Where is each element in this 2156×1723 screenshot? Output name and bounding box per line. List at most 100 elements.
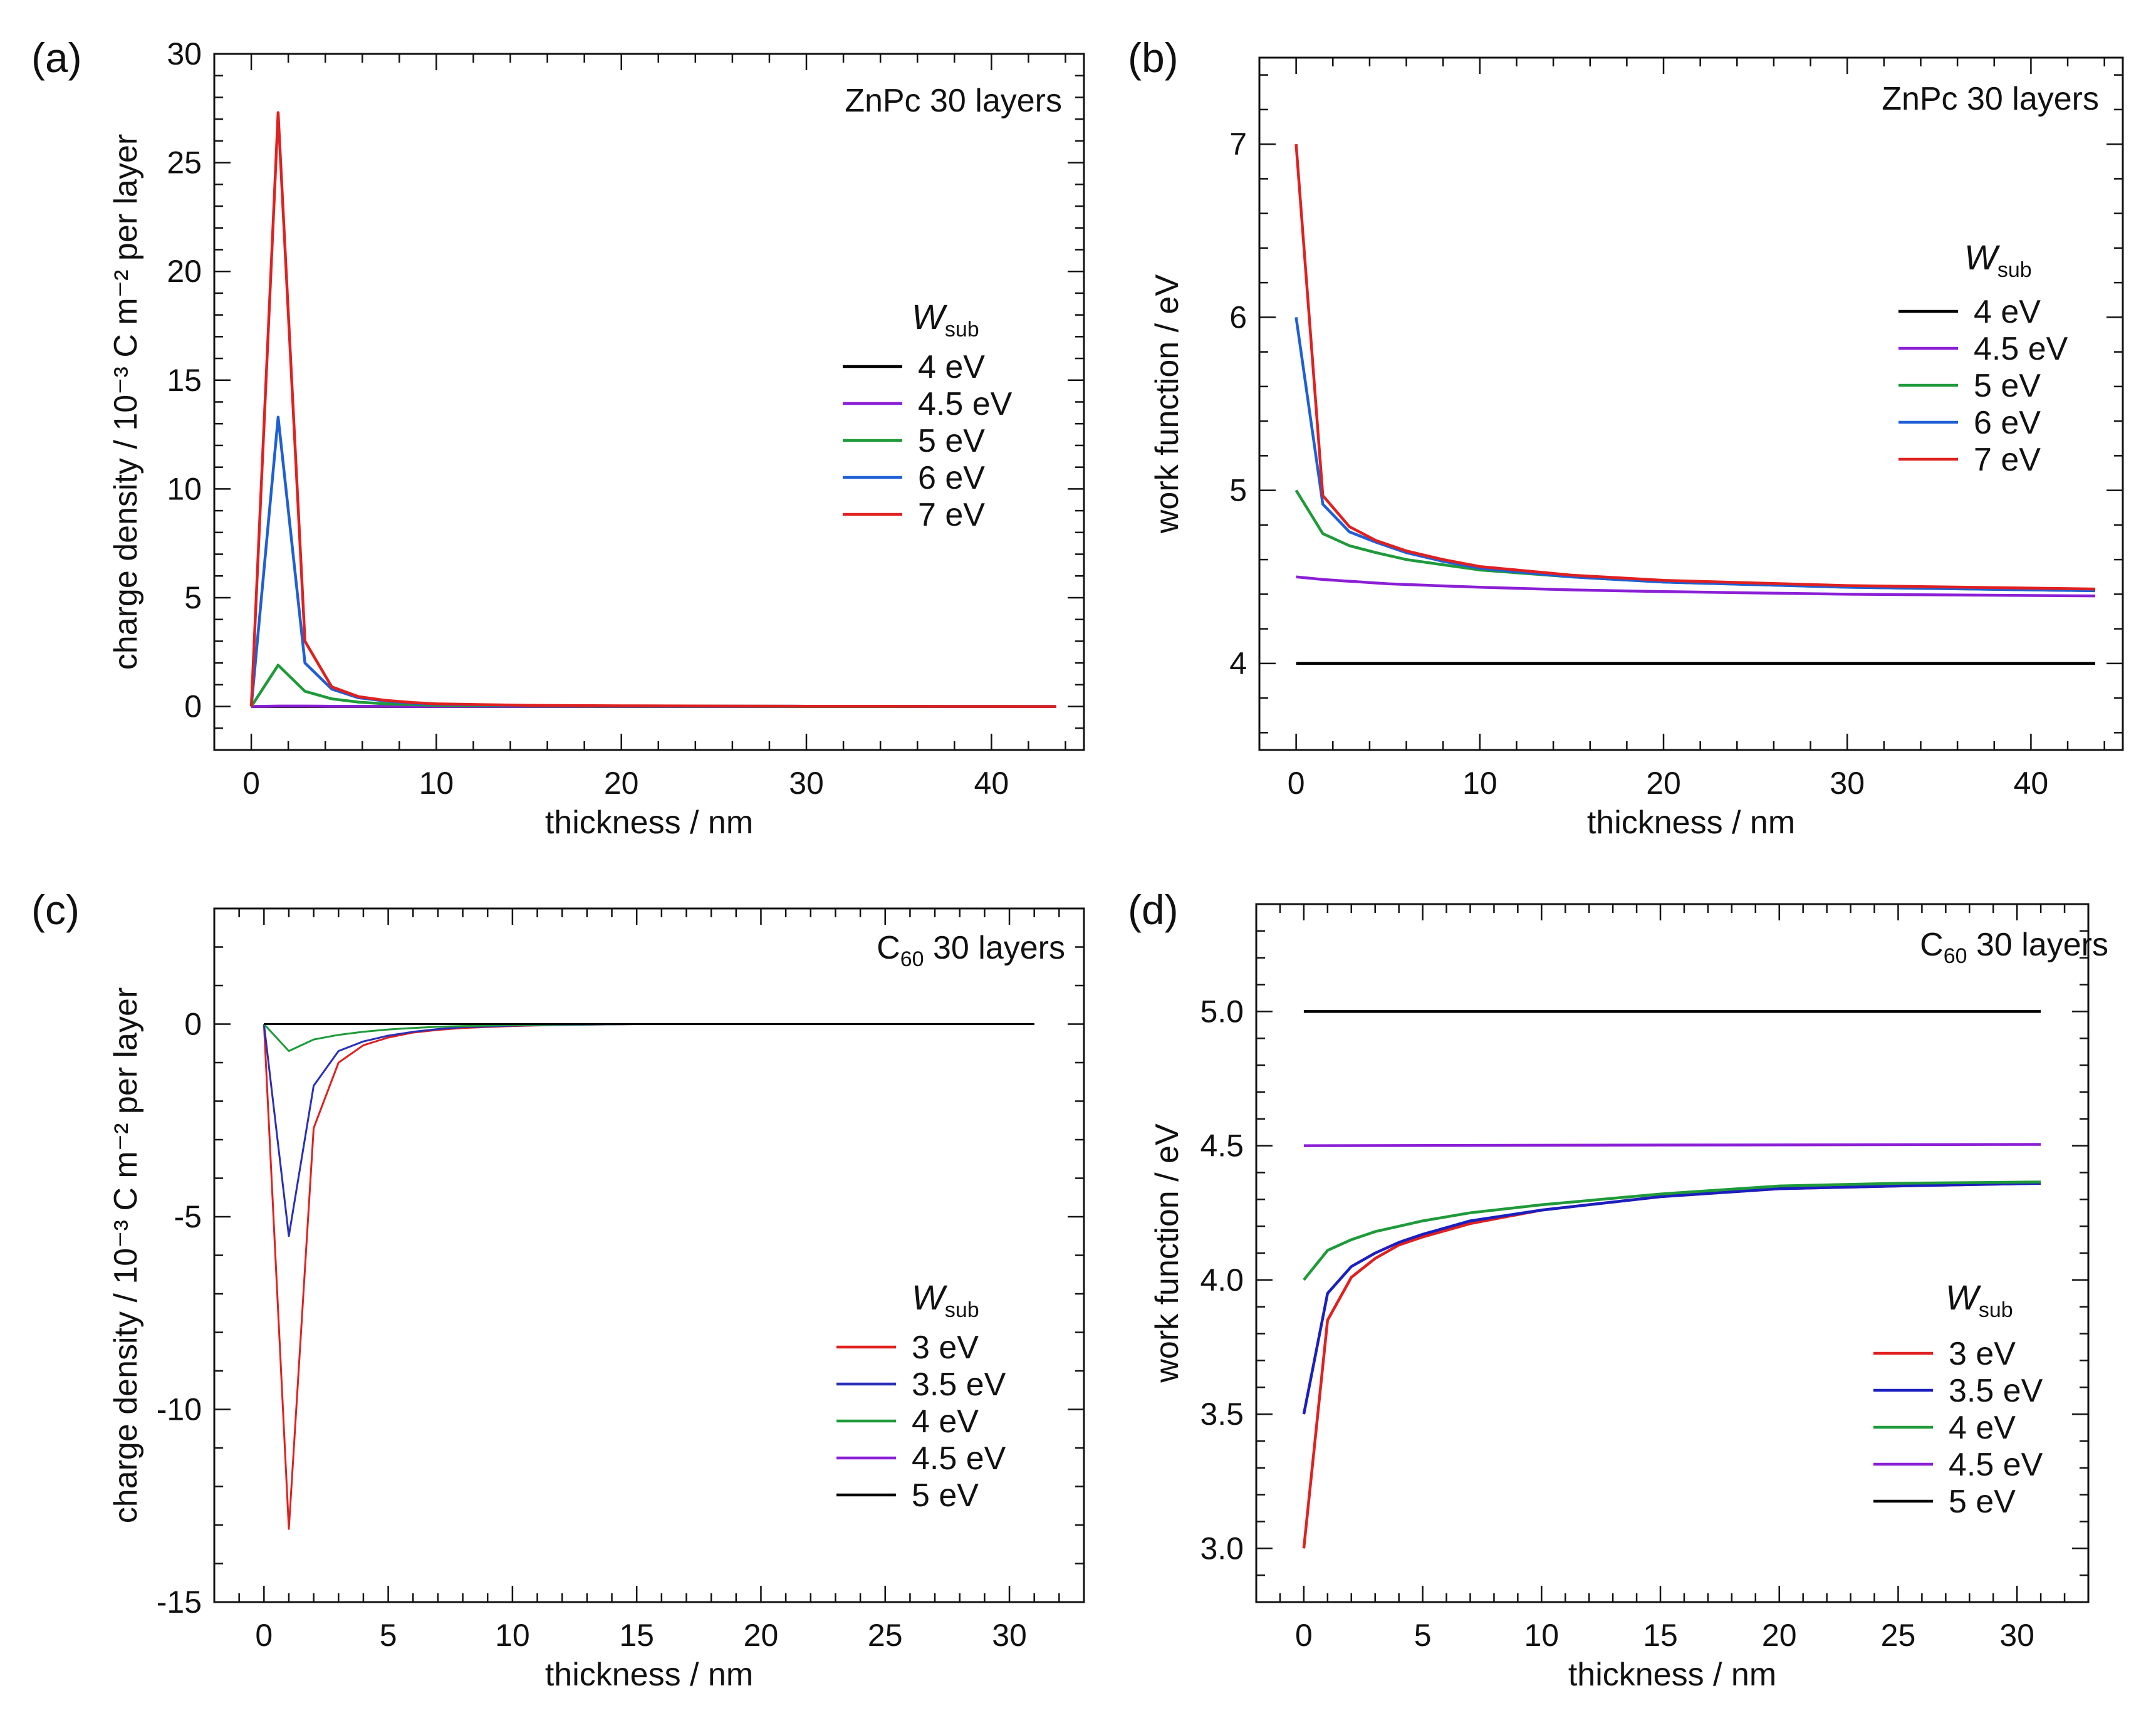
legend-entry: 4.5 eV	[1949, 1447, 2043, 1483]
legend-title: Wsub	[912, 1278, 979, 1322]
panel-a: 0 10 20 30 40 0 5 10 15 20 25 30 thickness / nm charg…	[31, 34, 1085, 841]
legend-title: Wsub	[912, 297, 979, 341]
x-tick-label: 30	[1830, 766, 1865, 801]
x-tick-label: 40	[974, 766, 1009, 801]
panel-b: 0 10 20 30 40 4 5 6 7 thickness / nm work function…	[1128, 34, 2124, 841]
y-tick-label: 5	[184, 580, 202, 615]
panel-label: (c)	[31, 887, 80, 933]
panel-label: (a)	[31, 34, 82, 81]
x-tick-label: 20	[744, 1618, 779, 1653]
x-tick-label: 30	[789, 766, 824, 801]
y-tick-label: 25	[167, 145, 202, 180]
series-line-6-eV	[1294, 317, 2096, 593]
y-tick-label: -15	[157, 1585, 202, 1620]
x-tick-label: 20	[1646, 766, 1681, 801]
x-tick-label: 10	[1462, 766, 1497, 801]
x-tick-label: 10	[419, 766, 454, 801]
y-axis-label: charge density / 10⁻³ C m⁻² per layer	[108, 987, 144, 1523]
legend-title-main: W	[912, 297, 948, 336]
legend-title-subscript: sub	[1979, 1298, 2013, 1322]
y-tick-label: 3.0	[1200, 1531, 1244, 1566]
y-tick-label: 4	[1229, 646, 1247, 681]
y-tick-label: 7	[1229, 127, 1247, 162]
legend-entry: 4 eV	[912, 1403, 979, 1440]
series-line-3_5-eV	[1302, 1182, 2041, 1415]
panel-annotation: C60 30 layers	[877, 930, 1065, 971]
x-tick-label: 0	[255, 1618, 273, 1653]
legend-entry: 6 eV	[918, 460, 985, 496]
y-tick-label: 4.5	[1200, 1128, 1244, 1163]
legend-entry: 4 eV	[1949, 1410, 2016, 1446]
y-tick-label: 0	[184, 689, 202, 724]
legend-title-main: W	[912, 1278, 948, 1317]
panel-c: 0 5 10 15 20 25 30 0 -5 -10 -15 thickness / nm charg…	[31, 887, 1085, 1693]
legend-entry: 4.5 eV	[912, 1440, 1006, 1477]
legend-title-main: W	[1964, 237, 2001, 277]
annotation-subscript: 60	[900, 947, 924, 971]
x-tick-label: 20	[1762, 1618, 1797, 1653]
x-tick-label: 0	[1295, 1618, 1313, 1653]
legend-title-subscript: sub	[1997, 258, 2032, 282]
panel-annotation: ZnPc 30 layers	[845, 83, 1062, 119]
x-tick-label: 5	[1414, 1618, 1432, 1653]
legend-entry: 7 eV	[918, 497, 985, 533]
x-tick-label: 0	[1288, 766, 1305, 801]
y-tick-label: 5	[1229, 473, 1247, 508]
legend-title: Wsub	[1964, 237, 2032, 282]
legend-entry: 3.5 eV	[912, 1366, 1006, 1403]
panel-annotation: C60 30 layers	[1920, 927, 2108, 968]
y-tick-label: 10	[167, 471, 202, 506]
x-tick-label: 10	[1524, 1618, 1560, 1653]
series-line-7-eV	[249, 111, 1056, 708]
legend-entry: 3 eV	[1949, 1336, 2016, 1372]
annotation-main: C	[1920, 927, 1944, 963]
legend-entry: 4.5 eV	[918, 386, 1013, 422]
legend-entry: 6 eV	[1974, 405, 2041, 441]
annotation-subscript: 60	[1944, 944, 1967, 968]
legend-entry: 3.5 eV	[1949, 1373, 2043, 1409]
legend-entry: 3 eV	[912, 1330, 979, 1366]
legend-entry: 5 eV	[1974, 368, 2041, 404]
legend-entry: 5 eV	[918, 423, 985, 459]
x-tick-label: 25	[868, 1618, 903, 1653]
y-tick-label: 6	[1229, 299, 1247, 335]
y-axis-label: charge density / 10⁻³ C m⁻² per layer	[108, 134, 144, 670]
y-tick-label: 4.0	[1200, 1262, 1244, 1298]
x-tick-label: 20	[604, 766, 639, 801]
panel-label: (d)	[1128, 887, 1179, 933]
x-tick-label: 30	[1999, 1618, 2034, 1653]
series-line-4_5-eV	[1296, 575, 2096, 598]
series-line-7-eV	[1294, 143, 2096, 591]
x-tick-label: 30	[992, 1618, 1027, 1653]
series-line-4_5-eV	[1303, 1143, 2041, 1147]
y-tick-label: 15	[167, 363, 202, 398]
legend-entry: 7 eV	[1974, 442, 2041, 478]
y-tick-label: 20	[167, 254, 202, 289]
panel-annotation: ZnPc 30 layers	[1882, 81, 2099, 117]
y-tick-label: -10	[157, 1392, 202, 1427]
x-tick-label: 10	[495, 1618, 530, 1653]
legend-entry: 4.5 eV	[1974, 331, 2068, 367]
annotation-rest: 30 layers	[1967, 927, 2108, 963]
x-tick-label: 15	[619, 1618, 654, 1653]
panel-label: (b)	[1128, 34, 1179, 81]
annotation-main: C	[877, 930, 900, 966]
series-line-4-eV	[1303, 1180, 2041, 1281]
panel-d: 0 5 10 15 20 25 30 3.0 3.5 4.0 4.5 5.0 thickness / n…	[1128, 887, 2108, 1693]
legend-entry: 5 eV	[912, 1477, 979, 1514]
x-tick-label: 40	[2014, 766, 2049, 801]
x-axis-label: thickness / nm	[1568, 1657, 1776, 1693]
y-tick-label: 5.0	[1200, 994, 1244, 1029]
x-tick-label: 0	[242, 766, 260, 801]
legend-title-subscript: sub	[945, 1298, 979, 1322]
y-tick-label: 3.5	[1200, 1397, 1244, 1432]
legend-title-main: W	[1945, 1278, 1982, 1317]
plot-frame	[1258, 56, 2124, 751]
legend-entry: 4 eV	[918, 349, 985, 385]
y-axis-label: work function / eV	[1149, 1123, 1185, 1383]
x-axis-label: thickness / nm	[1587, 804, 1795, 841]
y-tick-label: -5	[174, 1199, 202, 1234]
x-tick-label: 5	[380, 1618, 397, 1653]
